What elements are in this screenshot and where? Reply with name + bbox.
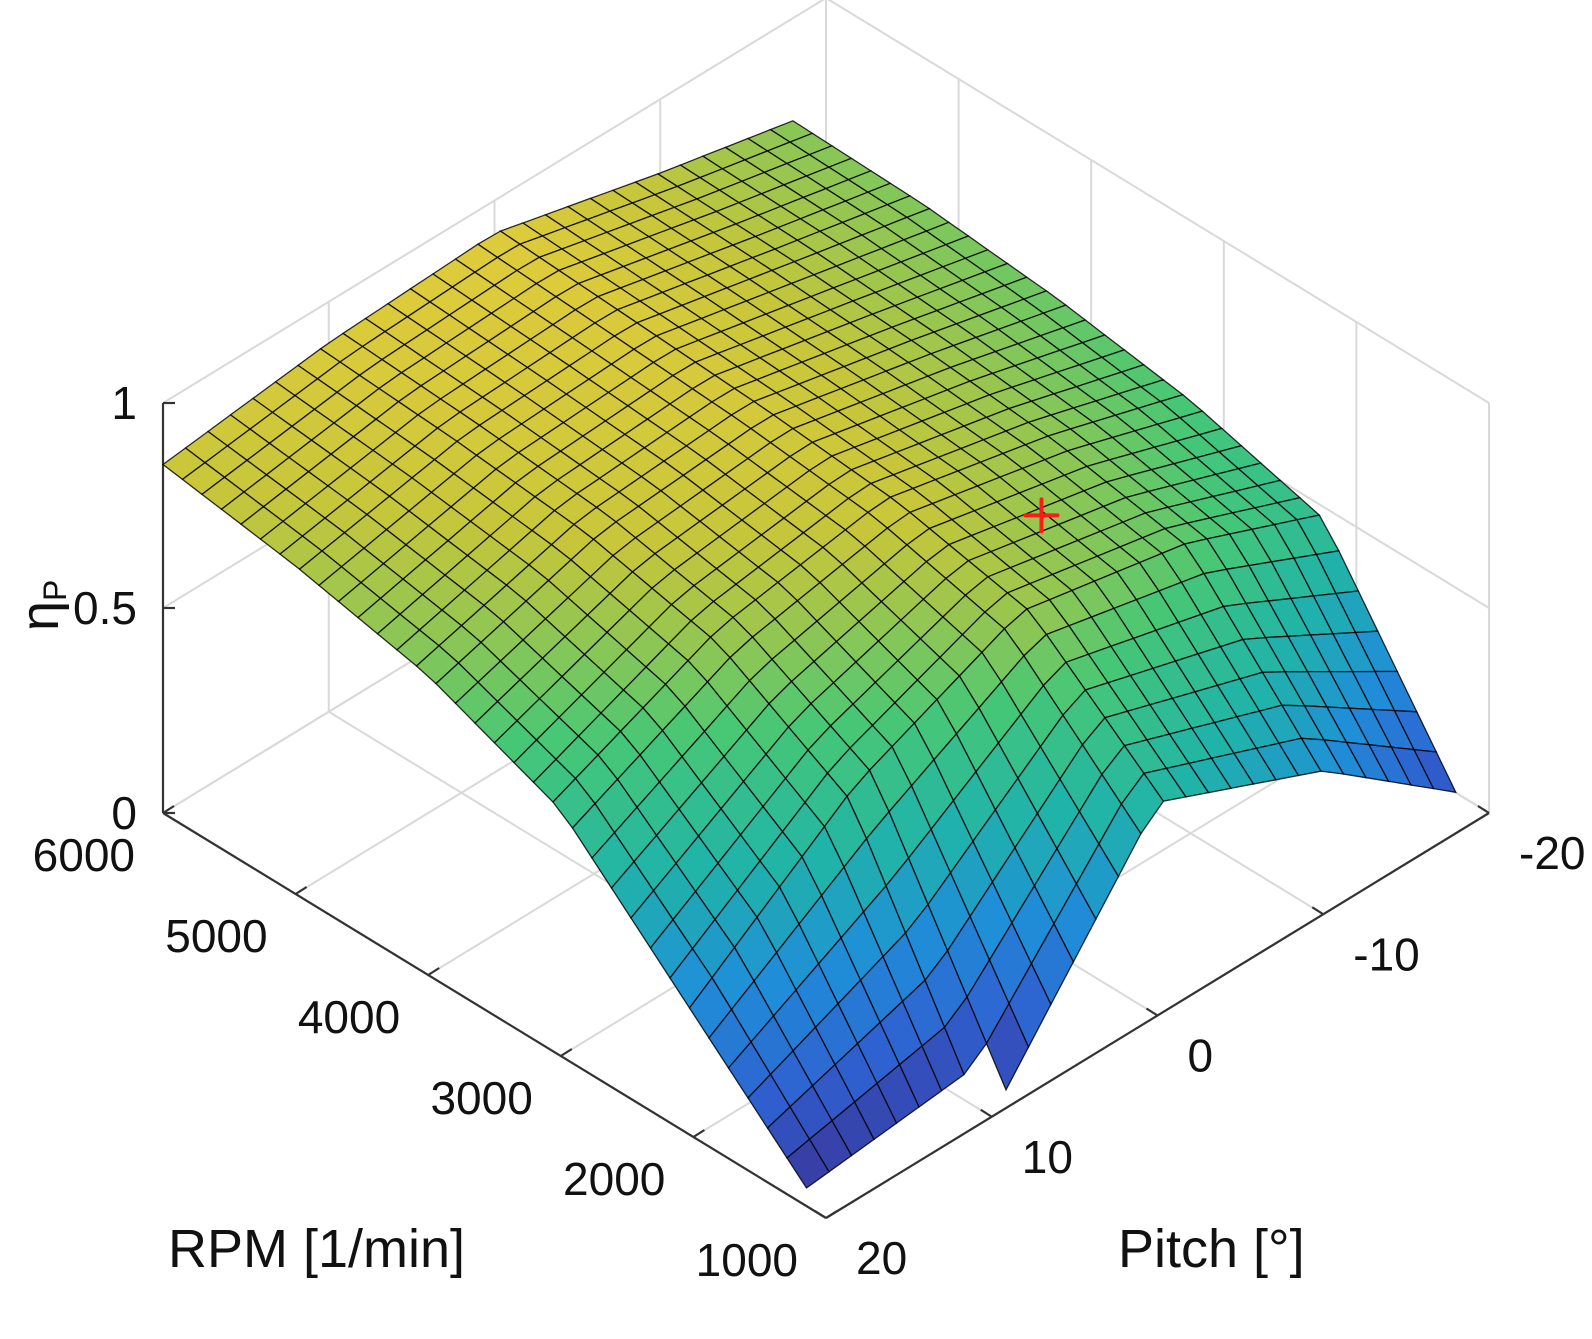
pitch-tick-label: -10 [1353,928,1419,980]
rpm-tick-3000 [560,1048,573,1057]
rpm-axis-title: RPM [1/min] [168,1219,465,1279]
rpm-tick-label: 2000 [563,1153,665,1205]
efficiency-surface [161,120,1457,1189]
pitch-tick-label: 10 [1022,1131,1073,1183]
pitch-tick-label: 0 [1188,1030,1214,1082]
pitch-tick-0 [1145,1007,1159,1017]
rpm-tick-6000 [162,805,175,814]
rpm-tick-label: 3000 [430,1072,532,1124]
rpm-tick-label: 6000 [33,829,135,881]
wall-grid-eta-b-1 [827,0,1490,404]
rpm-tick-label: 1000 [696,1234,798,1286]
rpm-axis-line [162,812,827,1219]
rpm-tick-4000 [427,967,440,976]
eta-tick-label: 0.5 [73,582,137,634]
rpm-tick-label: 5000 [165,910,267,962]
pitch-tick--10 [1311,906,1324,916]
rpm-tick-2000 [692,1129,705,1138]
box-axes [161,401,1490,1219]
pitch-tick-20 [814,1210,827,1219]
surface-cell [786,1138,830,1189]
pitch-tick-label: -20 [1519,827,1585,879]
optimum-marker [1023,497,1060,534]
tick-labels: 1000 2000 3000 4000 5000 6000 20 10 0 -10 -20 0 0.5 1 [33,377,1586,1286]
pitch-axis-title: Pitch [°] [1118,1219,1305,1279]
pitch-tick-10 [980,1108,993,1118]
eta-axis-title: η P [10,580,73,631]
pitch-tick-label: 20 [856,1232,907,1284]
pitch-tick--20 [1477,805,1490,814]
eta-axis-title-subscript: P [37,580,73,601]
rpm-tick-label: 4000 [298,991,400,1043]
eta-tick-label: 0 [111,787,137,839]
rpm-tick-1000 [825,1210,838,1219]
rpm-tick-5000 [295,886,308,895]
eta-axis-title-symbol: η [10,601,70,631]
eta-tick-label: 1 [111,377,137,429]
wall-grid-eta-a-1 [162,0,825,404]
